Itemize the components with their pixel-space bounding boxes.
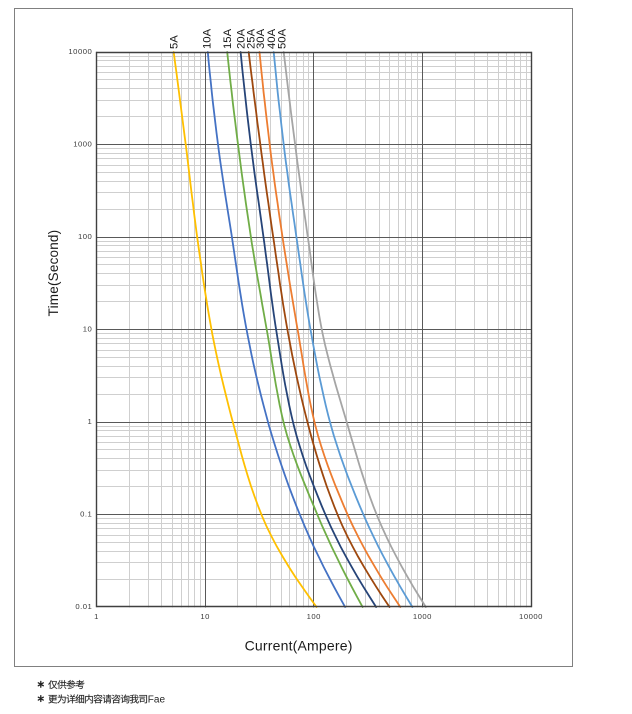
svg-text:10000: 10000 <box>519 612 543 621</box>
svg-text:Fae: Fae <box>148 694 166 705</box>
svg-text:20A: 20A <box>235 28 247 49</box>
svg-text:1: 1 <box>88 417 93 426</box>
svg-text:100: 100 <box>78 232 92 241</box>
svg-text:0.1: 0.1 <box>80 510 92 519</box>
svg-text:10000: 10000 <box>68 47 92 56</box>
svg-text:10: 10 <box>200 612 210 621</box>
svg-text:30A: 30A <box>255 28 267 49</box>
svg-text:25A: 25A <box>245 28 257 49</box>
svg-text:5A: 5A <box>169 35 181 49</box>
svg-text:15A: 15A <box>222 28 234 49</box>
svg-text:1000: 1000 <box>73 140 92 149</box>
svg-text:1: 1 <box>94 612 99 621</box>
svg-text:10A: 10A <box>201 28 213 49</box>
svg-text:0.01: 0.01 <box>75 602 92 611</box>
svg-text:1000: 1000 <box>413 612 432 621</box>
svg-text:40A: 40A <box>266 28 278 49</box>
svg-text:Time(Second): Time(Second) <box>46 230 61 317</box>
svg-text:100: 100 <box>307 612 321 621</box>
svg-text:Current(Ampere): Current(Ampere) <box>245 638 353 654</box>
svg-text:10: 10 <box>83 325 93 334</box>
svg-text:50A: 50A <box>276 28 288 49</box>
